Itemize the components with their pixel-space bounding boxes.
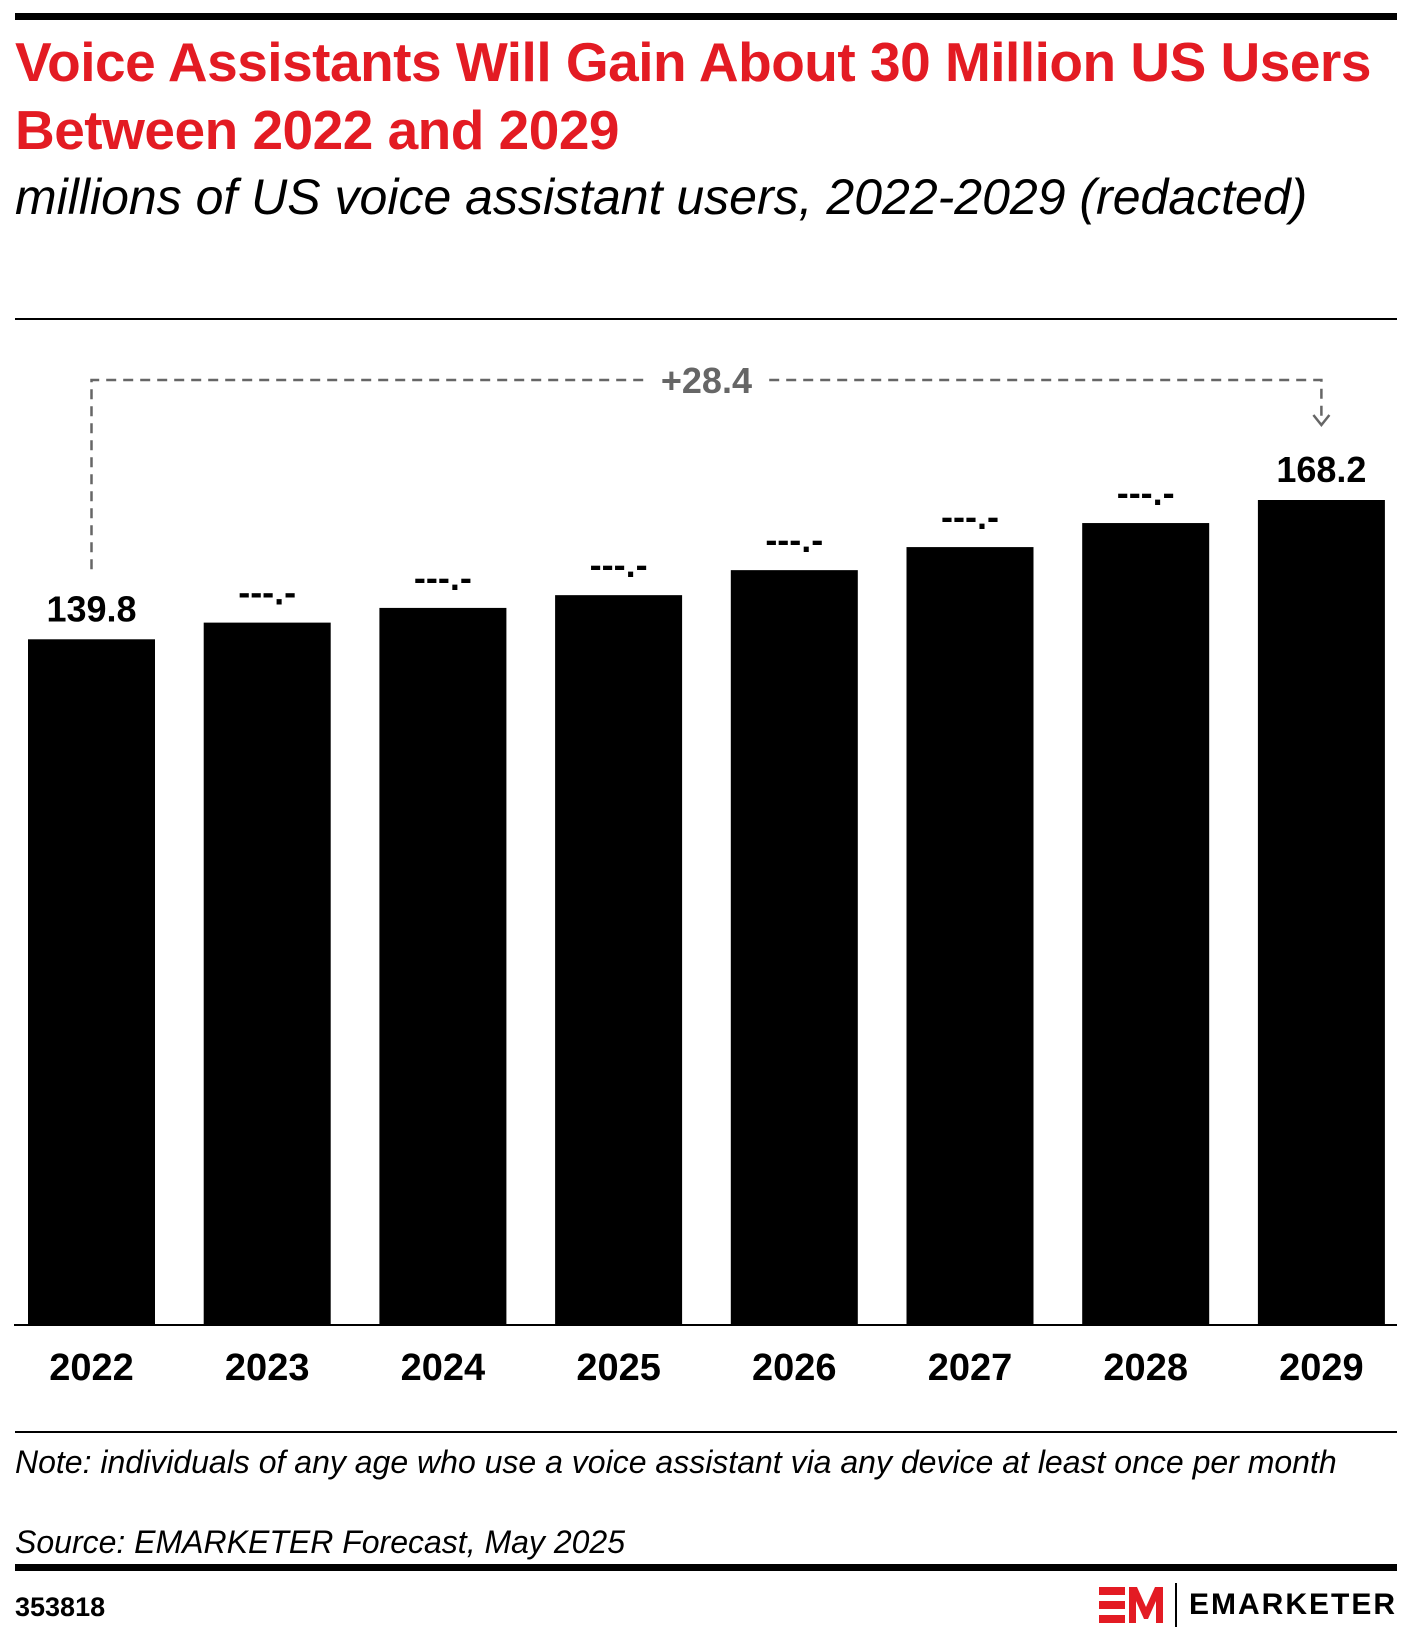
bar-2023	[203, 622, 331, 1325]
arrow-down-icon	[1312, 414, 1331, 428]
bar-2022	[28, 639, 155, 1325]
x-tick-2029: 2029	[1279, 1347, 1364, 1389]
chart-title: Voice Assistants Will Gain About 30 Mill…	[15, 31, 1371, 161]
data-label-2025: ---.-	[590, 544, 648, 585]
chart-subtitle: millions of US voice assistant users, 20…	[15, 169, 1308, 225]
bottom-rule	[15, 1564, 1397, 1571]
bar-2027	[906, 547, 1034, 1325]
top-rule	[15, 13, 1397, 20]
data-label-2029: 168.2	[1276, 449, 1366, 490]
bar-chart: 139.8 2022 ---.- 2023 ---.- 2024 ---.- 2025 ---.…	[14, 355, 1397, 1389]
annotation-bg	[646, 355, 767, 400]
bar-2025	[555, 595, 683, 1325]
em-logo-icon	[1098, 1587, 1163, 1623]
x-tick-2022: 2022	[49, 1347, 134, 1389]
source-text: Source: EMARKETER Forecast, May 2025	[15, 1524, 625, 1560]
growth-annotation: +28.4	[661, 360, 752, 401]
logo-text: EMARKETER	[1174, 1583, 1397, 1627]
data-label-2027: ---.-	[941, 496, 999, 537]
data-label-2022: 139.8	[46, 588, 136, 629]
x-tick-2025: 2025	[576, 1347, 661, 1389]
footer-rule	[15, 1431, 1397, 1433]
x-tick-2027: 2027	[928, 1347, 1013, 1389]
x-tick-2024: 2024	[401, 1347, 486, 1389]
bar-2028	[1082, 523, 1210, 1325]
chart-id: 353818	[15, 1592, 106, 1622]
data-label-2026: ---.-	[765, 519, 823, 560]
data-label-2024: ---.-	[414, 557, 472, 598]
bar-2024	[379, 607, 507, 1325]
data-label-2023: ---.-	[238, 572, 296, 613]
bar-2029	[1257, 500, 1385, 1325]
x-tick-2028: 2028	[1103, 1347, 1188, 1389]
header-rule	[15, 318, 1397, 320]
x-tick-2023: 2023	[225, 1347, 310, 1389]
data-label-2028: ---.-	[1117, 472, 1175, 513]
emarketer-logo: EMARKETER	[1098, 1583, 1397, 1627]
x-tick-2026: 2026	[752, 1347, 837, 1389]
note-text: Note: individuals of any age who use a v…	[15, 1444, 1337, 1480]
bar-2026	[730, 570, 858, 1325]
